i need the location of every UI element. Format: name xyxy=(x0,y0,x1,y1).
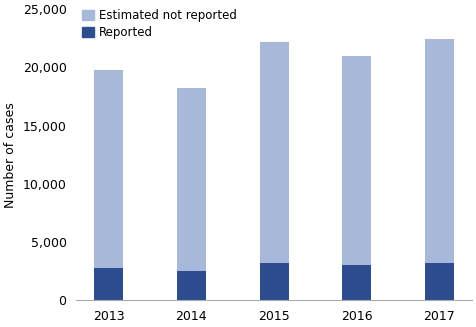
Bar xyxy=(342,265,371,300)
Bar xyxy=(94,267,123,300)
Bar xyxy=(425,40,454,263)
Bar xyxy=(342,56,371,265)
Legend: Estimated not reported, Reported: Estimated not reported, Reported xyxy=(82,9,237,39)
Bar xyxy=(177,88,206,271)
Bar xyxy=(177,271,206,300)
Bar xyxy=(94,70,123,267)
Bar xyxy=(425,263,454,300)
Bar xyxy=(259,263,288,300)
Bar xyxy=(259,42,288,263)
Y-axis label: Number of cases: Number of cases xyxy=(4,102,17,208)
